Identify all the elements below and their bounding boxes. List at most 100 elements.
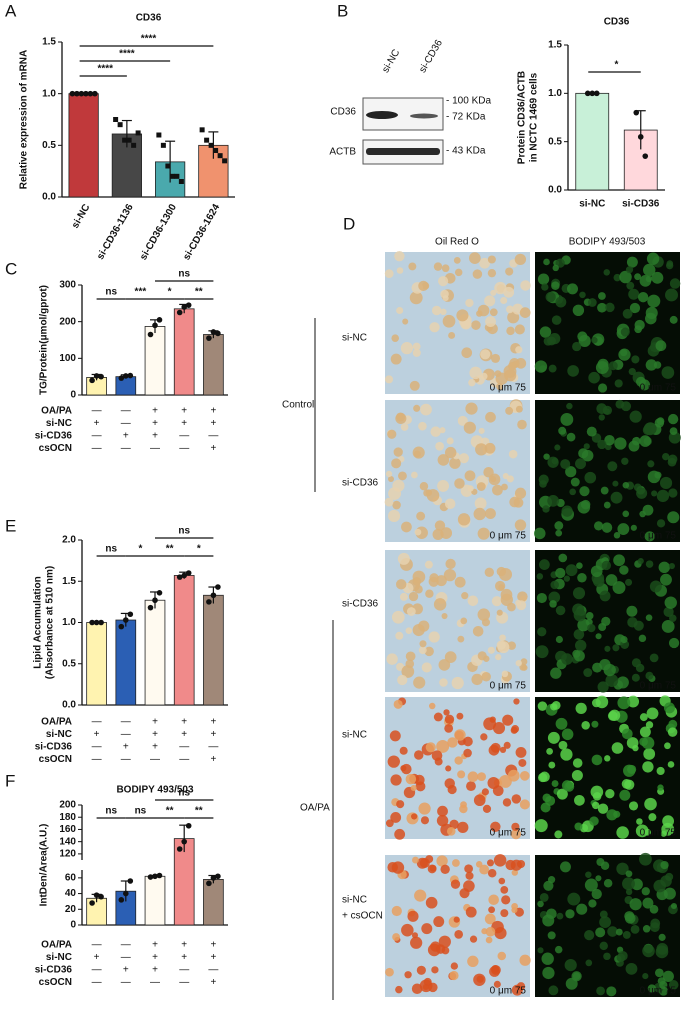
cell bbox=[501, 670, 509, 678]
cell bbox=[406, 607, 416, 616]
cell bbox=[413, 676, 426, 689]
cell bbox=[611, 742, 624, 754]
sig-label: * bbox=[615, 60, 619, 71]
cell bbox=[660, 830, 667, 837]
cell bbox=[573, 629, 585, 640]
cell bbox=[643, 422, 657, 436]
cell bbox=[412, 342, 421, 351]
cell bbox=[418, 802, 431, 815]
condition-value: — bbox=[179, 965, 189, 976]
cell bbox=[498, 877, 506, 885]
cell bbox=[454, 576, 466, 588]
y-axis-label: Lipid Accumulation bbox=[33, 576, 44, 668]
cell bbox=[461, 592, 469, 600]
y-tick-label: 120 bbox=[59, 849, 76, 860]
data-point bbox=[181, 838, 187, 845]
cell bbox=[667, 457, 677, 467]
cell bbox=[443, 569, 457, 582]
cell bbox=[436, 739, 450, 753]
cell bbox=[613, 554, 625, 567]
cell bbox=[479, 257, 491, 269]
condition-value: — bbox=[208, 965, 218, 976]
cell bbox=[603, 663, 616, 677]
cell bbox=[566, 432, 576, 442]
y-tick-label: 100 bbox=[59, 353, 76, 364]
cell bbox=[585, 959, 593, 967]
data-point bbox=[152, 597, 158, 604]
cell bbox=[628, 367, 636, 376]
cell bbox=[465, 402, 478, 415]
cell bbox=[385, 819, 394, 828]
data-point bbox=[174, 173, 180, 179]
cell bbox=[446, 437, 454, 445]
cell bbox=[619, 789, 631, 801]
cell bbox=[629, 410, 642, 423]
cell bbox=[627, 695, 640, 708]
cell bbox=[434, 757, 443, 766]
cell bbox=[511, 906, 518, 914]
cell bbox=[484, 295, 496, 307]
cell bbox=[560, 459, 571, 470]
cell bbox=[396, 412, 406, 422]
cell bbox=[481, 788, 489, 796]
data-point bbox=[152, 873, 158, 880]
microscopy: 0 μm 75 0 μm 75 0 μm 75 0 μm 75 0 μm 75 0 μm … bbox=[384, 251, 681, 997]
cell bbox=[416, 511, 426, 521]
cell bbox=[488, 744, 500, 756]
cell bbox=[480, 372, 488, 380]
cell bbox=[430, 426, 441, 437]
condition-value: + bbox=[152, 729, 158, 740]
cell bbox=[551, 780, 559, 788]
condition-value: + bbox=[123, 431, 129, 442]
cell bbox=[588, 371, 600, 384]
scale-label: 0 μm 75 bbox=[490, 531, 527, 542]
cell bbox=[621, 728, 633, 740]
cell bbox=[612, 480, 619, 487]
panel-letter: E bbox=[5, 516, 16, 535]
cell bbox=[502, 798, 512, 807]
cell bbox=[457, 821, 469, 834]
cell bbox=[643, 263, 656, 277]
data-point bbox=[589, 90, 596, 97]
cell bbox=[511, 725, 520, 733]
cell bbox=[664, 742, 671, 750]
cell bbox=[570, 477, 580, 487]
cell bbox=[550, 580, 559, 590]
cell bbox=[484, 913, 496, 925]
row-label: si-NC bbox=[342, 333, 367, 344]
data-point bbox=[176, 309, 183, 316]
x-tick-label: si-CD36-1300 bbox=[138, 202, 179, 262]
cell bbox=[400, 423, 409, 431]
cell bbox=[441, 946, 450, 955]
cell bbox=[499, 567, 513, 581]
cell bbox=[583, 668, 593, 678]
cell bbox=[575, 702, 587, 715]
cell bbox=[668, 637, 680, 649]
cell bbox=[444, 714, 455, 725]
cell bbox=[598, 383, 608, 393]
chart-title: BODIPY 493/503 bbox=[116, 785, 194, 796]
data-point bbox=[123, 890, 129, 897]
cell bbox=[656, 519, 666, 528]
cell bbox=[626, 281, 635, 290]
data-point bbox=[89, 900, 95, 906]
cell bbox=[606, 809, 618, 821]
data-point bbox=[210, 329, 217, 335]
cell bbox=[554, 945, 563, 954]
y-tick-label: 1.0 bbox=[62, 617, 76, 628]
condition-value: + bbox=[152, 940, 158, 951]
cell bbox=[595, 875, 602, 882]
cell bbox=[591, 337, 598, 344]
cell bbox=[507, 769, 520, 782]
cell bbox=[425, 742, 436, 753]
row-label: si-CD36 bbox=[342, 599, 379, 610]
data-point bbox=[93, 892, 100, 898]
data-point bbox=[78, 90, 85, 97]
cell bbox=[622, 481, 630, 489]
cell bbox=[469, 935, 478, 943]
cell bbox=[393, 447, 403, 457]
protein-label: ACTB bbox=[329, 147, 356, 158]
cell bbox=[597, 439, 607, 450]
cell bbox=[410, 784, 417, 791]
cell bbox=[630, 524, 637, 531]
